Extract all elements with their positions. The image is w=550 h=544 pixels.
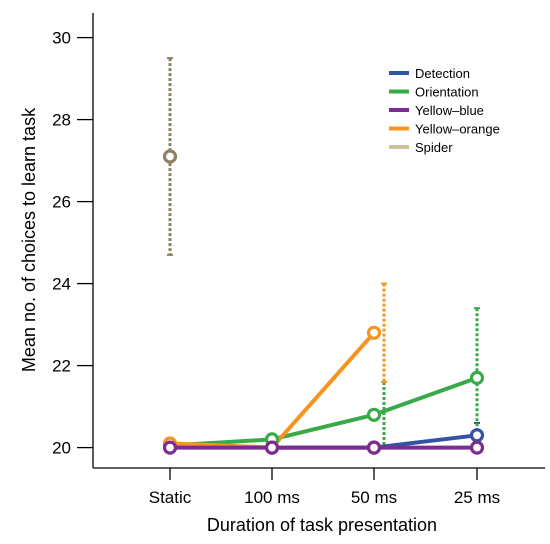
- y-tick-label: 28: [52, 111, 71, 130]
- series-lines: [169, 331, 478, 450]
- x-tick-label: 25 ms: [454, 488, 500, 507]
- y-tick-label: 26: [52, 193, 71, 212]
- legend: Detection Orientation Yellow–blue Yellow–or…: [389, 66, 500, 155]
- yellow-blue-point: [162, 440, 178, 455]
- x-ticks: Static 100 ms 50 ms 25 ms: [149, 468, 500, 507]
- y-tick-label: 30: [52, 29, 71, 48]
- orientation-point: [366, 407, 382, 422]
- yellow-orange-point: [366, 325, 382, 340]
- series-points: [162, 149, 485, 455]
- x-tick-label: 100 ms: [244, 488, 300, 507]
- y-tick-label: 20: [52, 439, 71, 458]
- yellow-blue-point: [469, 440, 485, 455]
- yellow-orange-line: [169, 331, 376, 450]
- detection-legend-label: Detection: [415, 66, 470, 81]
- orientation-point: [469, 370, 485, 385]
- y-ticks: 20 22 24 26 28 30: [52, 29, 93, 458]
- y-tick-label: 22: [52, 357, 71, 376]
- y-tick-label: 24: [52, 275, 71, 294]
- spider-point: [162, 149, 178, 164]
- orientation-line: [169, 376, 478, 448]
- yellow-blue-point: [264, 440, 280, 455]
- x-axis-title: Duration of task presentation: [207, 515, 437, 535]
- spider-legend-label: Spider: [415, 140, 453, 155]
- detection-point: [469, 428, 485, 443]
- yellow-blue-legend-label: Yellow–blue: [415, 103, 484, 118]
- plot-area: 20 22 24 26 28 30 Static 100 ms 50 ms 25 ms: [52, 13, 545, 507]
- y-axis-title: Mean no. of choices to learn task: [19, 107, 39, 372]
- yellow-orange-legend-label: Yellow–orange: [415, 122, 500, 137]
- yellow-blue-point: [366, 440, 382, 455]
- x-tick-label: 50 ms: [351, 488, 397, 507]
- x-tick-label: Static: [149, 488, 192, 507]
- orientation-legend-label: Orientation: [415, 85, 479, 100]
